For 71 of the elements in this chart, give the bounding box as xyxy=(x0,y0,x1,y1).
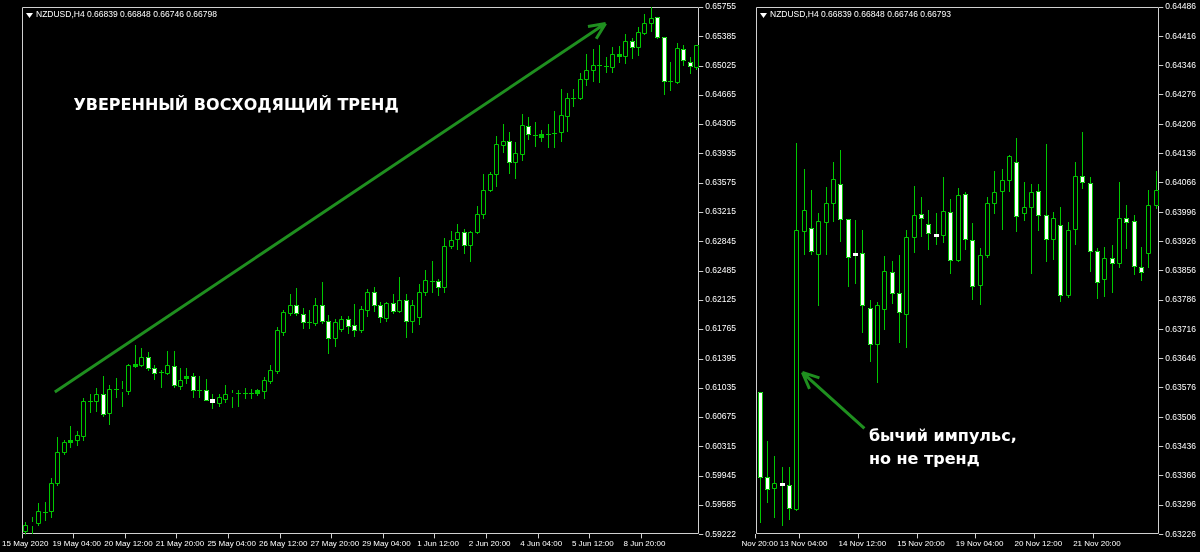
y-tick-label: 0.63996 xyxy=(1165,206,1197,217)
y-tick-label: 0.63646 xyxy=(1165,352,1197,363)
candlestick xyxy=(772,456,777,518)
y-tick-label: 0.63786 xyxy=(1165,294,1197,305)
x-tick-label: 19 May 04:00 xyxy=(52,539,102,549)
y-tick-label: 0.63366 xyxy=(1165,470,1197,481)
annotation: бычий импульс, но не тренд xyxy=(868,426,1017,469)
y-tick-label: 0.63506 xyxy=(1165,411,1197,422)
candlestick xyxy=(552,111,557,148)
x-tick-label: 20 Nov 12:00 xyxy=(1014,539,1063,549)
x-tick-label: 21 Nov 20:00 xyxy=(1073,539,1122,549)
y-tick-label: 0.63226 xyxy=(1165,528,1197,539)
y-tick-label: 0.63215 xyxy=(705,206,737,217)
y-tick-label: 0.64486 xyxy=(1165,1,1197,12)
y-tick-label: 0.63716 xyxy=(1165,323,1197,334)
y-tick-label: 0.61395 xyxy=(705,353,737,364)
y-tick-label: 0.64276 xyxy=(1165,89,1197,100)
x-tick-label: 14 Nov 12:00 xyxy=(838,539,887,549)
y-tick-label: 0.64136 xyxy=(1165,147,1197,158)
x-tick-label: 19 Nov 04:00 xyxy=(955,539,1004,549)
x-tick-label: 29 May 04:00 xyxy=(362,539,412,549)
y-tick-label: 0.63935 xyxy=(705,148,737,159)
y-tick-label: 0.62485 xyxy=(705,265,737,276)
y-tick-label: 0.64066 xyxy=(1165,177,1197,188)
y-tick-label: 0.63576 xyxy=(1165,382,1197,393)
x-tick-label: Nov 20:00 xyxy=(741,539,779,549)
chart-title: NZDUSD,H4 0.66839 0.66848 0.66746 0.66793 xyxy=(770,9,952,20)
x-tick-label: 20 May 12:00 xyxy=(104,539,154,549)
y-tick-label: 0.63575 xyxy=(705,177,737,188)
y-tick-label: 0.59585 xyxy=(705,499,737,510)
y-tick-label: 0.62845 xyxy=(705,236,737,247)
x-tick-label: 5 Jun 12:00 xyxy=(571,539,615,549)
annotation: УВЕРЕННЫЙ ВОСХОДЯЩИЙ ТРЕНД xyxy=(73,94,399,114)
x-tick-label: 15 May 2020 xyxy=(2,539,49,549)
y-tick-label: 0.65755 xyxy=(705,1,737,12)
candlestick xyxy=(934,213,939,245)
x-tick-label: 25 May 04:00 xyxy=(207,539,257,549)
x-tick-label: 4 Jun 04:00 xyxy=(520,539,563,549)
y-tick-label: 0.59222 xyxy=(705,528,737,539)
x-tick-label: 21 May 20:00 xyxy=(155,539,205,549)
y-tick-label: 0.63926 xyxy=(1165,235,1197,246)
x-tick-label: 8 Jun 20:00 xyxy=(623,539,666,549)
y-tick-label: 0.64346 xyxy=(1165,60,1197,71)
x-tick-label: 13 Nov 04:00 xyxy=(779,539,828,549)
candlestick xyxy=(546,124,551,148)
y-tick-label: 0.64665 xyxy=(705,89,737,100)
candlestick xyxy=(43,502,48,521)
y-tick-label: 0.64416 xyxy=(1165,30,1197,41)
x-tick-label: 1 Jun 12:00 xyxy=(417,539,460,549)
y-tick-label: 0.63296 xyxy=(1165,499,1197,510)
candlestick xyxy=(853,220,858,284)
x-tick-label: 15 Nov 20:00 xyxy=(897,539,946,549)
candlestick xyxy=(780,467,785,526)
candlestick xyxy=(114,378,119,398)
candlestick xyxy=(236,390,241,407)
y-tick-label: 0.64305 xyxy=(705,118,737,129)
y-tick-label: 0.65025 xyxy=(705,60,737,71)
y-tick-label: 0.63436 xyxy=(1165,440,1197,451)
x-tick-label: 2 Jun 20:00 xyxy=(468,539,512,549)
y-tick-label: 0.60675 xyxy=(705,411,737,422)
y-tick-label: 0.63856 xyxy=(1165,265,1197,276)
y-tick-label: 0.62125 xyxy=(705,294,737,305)
y-tick-label: 0.65385 xyxy=(705,31,737,42)
y-tick-label: 0.61035 xyxy=(705,382,737,393)
x-tick-label: 27 May 20:00 xyxy=(310,539,360,549)
x-tick-label: 26 May 12:00 xyxy=(258,539,309,549)
chart-title: NZDUSD,H4 0.66839 0.66848 0.66746 0.66798 xyxy=(36,9,218,20)
y-tick-label: 0.60315 xyxy=(705,440,737,451)
y-tick-label: 0.64206 xyxy=(1165,118,1197,129)
y-tick-label: 0.59945 xyxy=(705,470,737,481)
y-tick-label: 0.61765 xyxy=(705,323,737,334)
